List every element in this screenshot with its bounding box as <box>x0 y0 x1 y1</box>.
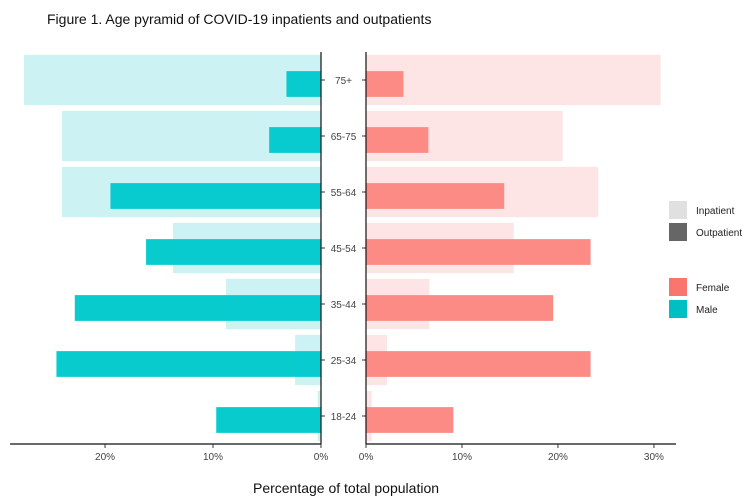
category-label-65-75: 65-75 <box>331 132 357 143</box>
category-label-35-44: 35-44 <box>331 300 357 311</box>
age-category-labels: 18-24 25-34 35-44 45-54 55-64 65-75 75+ <box>331 76 357 423</box>
bar-female-outpatient-55-64 <box>366 183 505 209</box>
bar-male-inpatient-75+ <box>24 54 321 106</box>
category-label-25-34: 25-34 <box>331 356 357 367</box>
bar-male-outpatient-75+ <box>286 71 321 97</box>
axes: 20% 10% 0% 0% 10% 20% 30% <box>10 52 676 463</box>
bar-female-outpatient-65-75 <box>366 127 429 153</box>
bar-female-outpatient-35-44 <box>366 295 554 321</box>
bar-male-outpatient-65-75 <box>269 127 321 153</box>
bar-female-outpatient-75+ <box>366 71 404 97</box>
right-x-tick-label: 20% <box>548 452 568 463</box>
bar-male-outpatient-35-44 <box>74 295 322 321</box>
right-x-tick-label: 10% <box>452 452 472 463</box>
type-legend-swatch-inpatient <box>669 201 687 219</box>
x-axis-label: Percentage of total population <box>253 480 439 496</box>
bar-female-outpatient-18-24 <box>366 407 454 433</box>
left-x-tick-label: 20% <box>95 452 115 463</box>
sex-legend-swatch-male <box>669 300 687 318</box>
type-legend-swatch-outpatient <box>669 223 687 241</box>
category-label-45-54: 45-54 <box>331 244 357 255</box>
left-x-tick-label: 0% <box>314 452 329 463</box>
bar-male-outpatient-55-64 <box>110 183 321 209</box>
bar-male-outpatient-18-24 <box>216 407 321 433</box>
category-label-18-24: 18-24 <box>331 412 357 423</box>
category-label-55-64: 55-64 <box>331 188 357 199</box>
type-legend-label-inpatient: Inpatient <box>696 206 735 217</box>
female-bars <box>366 54 661 442</box>
bar-female-outpatient-45-54 <box>366 239 591 265</box>
left-x-tick-label: 10% <box>203 452 223 463</box>
chart-title: Figure 1. Age pyramid of COVID-19 inpati… <box>47 11 431 27</box>
type-legend-label-outpatient: Outpatient <box>696 228 742 239</box>
right-x-tick-label: 30% <box>644 452 664 463</box>
sex-legend-label-male: Male <box>696 305 718 316</box>
sex-legend-label-female: Female <box>696 283 730 294</box>
bar-male-outpatient-45-54 <box>146 239 321 265</box>
bar-female-inpatient-75+ <box>366 54 661 106</box>
male-bars <box>24 54 322 442</box>
legend: Inpatient Outpatient Female Male <box>669 201 742 318</box>
bar-male-outpatient-25-34 <box>56 351 322 377</box>
category-label-75+: 75+ <box>335 76 352 87</box>
bar-female-outpatient-25-34 <box>366 351 591 377</box>
right-x-tick-label: 0% <box>359 452 374 463</box>
sex-legend-swatch-female <box>669 278 687 296</box>
